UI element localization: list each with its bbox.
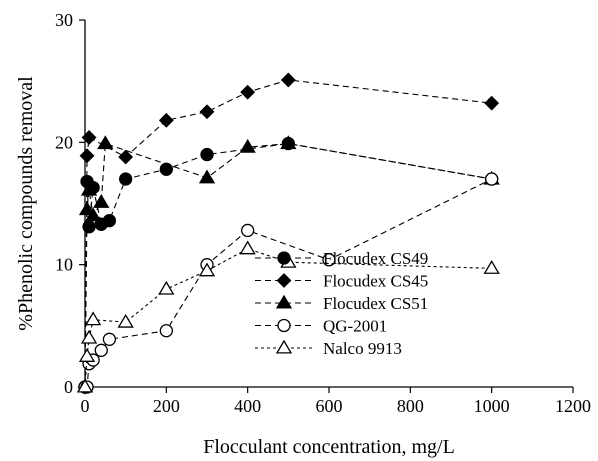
data-point — [280, 135, 297, 150]
legend-marker — [277, 318, 291, 333]
legend-label: Flocudex CS51 — [323, 294, 428, 313]
data-point — [118, 149, 134, 165]
data-point — [93, 193, 110, 208]
y-tick-label: 20 — [55, 132, 73, 152]
legend-label: Flocudex CS49 — [323, 249, 428, 268]
data-point — [241, 223, 255, 238]
data-point — [76, 378, 94, 393]
data-point — [80, 181, 98, 196]
legend-item: Flocudex CS45 — [255, 272, 428, 291]
data-point — [239, 240, 256, 255]
data-point — [158, 280, 175, 295]
x-tick-label: 0 — [81, 396, 90, 416]
legend-label: QG-2001 — [323, 317, 387, 336]
x-tick-label: 600 — [316, 396, 343, 416]
data-point — [82, 220, 96, 234]
series-line — [84, 248, 492, 388]
legend-marker — [275, 294, 293, 309]
data-point — [117, 313, 134, 328]
x-axis-label: Flocculant concentration, mg/L — [203, 436, 455, 458]
series-layer — [76, 72, 500, 395]
data-point — [84, 311, 102, 326]
x-tick-label: 1000 — [474, 396, 510, 416]
data-point — [485, 172, 499, 186]
data-point — [198, 262, 216, 277]
data-point — [102, 213, 117, 228]
data-point — [483, 260, 500, 274]
series-line — [85, 178, 492, 388]
data-point — [78, 348, 96, 362]
data-point — [81, 130, 97, 145]
data-point — [199, 104, 215, 120]
legend-item: QG-2001 — [255, 317, 387, 336]
data-point — [159, 162, 173, 176]
legend-marker — [277, 251, 291, 265]
data-point — [119, 172, 133, 186]
data-point — [102, 332, 117, 346]
data-point — [78, 201, 96, 216]
legend-item: Nalco 9913 — [255, 339, 402, 358]
x-tick-label: 800 — [397, 396, 424, 416]
data-point — [198, 169, 216, 184]
legend-marker — [275, 339, 293, 354]
data-point — [80, 329, 98, 344]
y-tick-label: 10 — [55, 255, 73, 275]
data-point — [97, 135, 114, 150]
data-point — [280, 72, 296, 88]
legend-item: Flocudex CS51 — [255, 294, 428, 313]
y-axis-ticks: 0 10 20 30 — [55, 10, 85, 397]
series-flocudex-cs45 — [77, 72, 500, 395]
x-axis-ticks: 0 200 400 600 800 1000 1200 — [81, 387, 591, 416]
legend: Flocudex CS49 Flocudex CS45 Flocudex CS51 Q… — [255, 249, 428, 358]
series-line — [84, 79, 492, 388]
legend-label: Nalco 9913 — [323, 339, 402, 358]
data-point — [200, 147, 214, 162]
data-point — [94, 343, 108, 357]
x-tick-label: 200 — [153, 396, 180, 416]
data-point — [159, 324, 173, 338]
y-tick-label: 30 — [55, 10, 73, 30]
data-point — [484, 95, 500, 111]
y-axis-label: %Phenolic compounds removal — [15, 76, 37, 331]
data-point — [322, 253, 336, 267]
legend-label: Flocudex CS45 — [323, 272, 428, 291]
y-tick-label: 0 — [64, 377, 73, 397]
plot-area: 0 200 400 600 800 1000 1200 0 10 20 30 — [55, 10, 591, 416]
series-nalco-9913 — [76, 240, 500, 393]
x-tick-label: 400 — [234, 396, 261, 416]
legend-marker — [276, 273, 292, 288]
data-point — [84, 207, 102, 222]
data-point — [240, 84, 256, 100]
legend-item: Flocudex CS49 — [255, 249, 428, 268]
data-point — [158, 112, 174, 128]
data-point — [239, 138, 256, 153]
data-point — [79, 148, 95, 164]
x-tick-label: 1200 — [555, 396, 591, 416]
